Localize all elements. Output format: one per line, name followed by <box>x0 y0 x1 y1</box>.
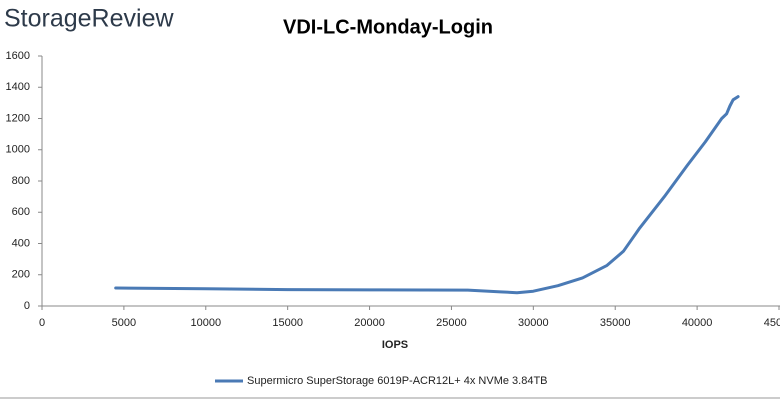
x-tick-label: 30000 <box>518 317 549 329</box>
y-tick-label: 0 <box>24 300 30 312</box>
x-tick-label: 45000 <box>764 317 780 329</box>
series-line <box>114 95 740 295</box>
chart-title: VDI-LC-Monday-Login <box>283 16 493 38</box>
y-tick-label: 1000 <box>6 144 30 156</box>
y-tick-label: 400 <box>12 237 30 249</box>
y-tick-label: 1600 <box>6 50 30 62</box>
y-tick-label: 600 <box>12 206 30 218</box>
x-tick-label: 5000 <box>112 317 136 329</box>
x-tick-label: 20000 <box>354 317 385 329</box>
x-tick-label: 25000 <box>436 317 467 329</box>
y-tick-label: 1200 <box>6 112 30 124</box>
x-axis-label: IOPS <box>382 339 408 351</box>
legend-label: Supermicro SuperStorage 6019P-ACR12L+ 4x… <box>247 375 548 387</box>
x-tick-label: 10000 <box>190 317 221 329</box>
y-tick-label: 200 <box>12 269 30 281</box>
x-tick-label: 0 <box>39 317 45 329</box>
x-tick-label: 15000 <box>272 317 303 329</box>
y-tick-label: 1400 <box>6 81 30 93</box>
x-tick-label: 40000 <box>682 317 713 329</box>
y-tick-label: 800 <box>12 175 30 187</box>
logo: StorageReview <box>4 5 174 33</box>
x-tick-label: 35000 <box>600 317 631 329</box>
